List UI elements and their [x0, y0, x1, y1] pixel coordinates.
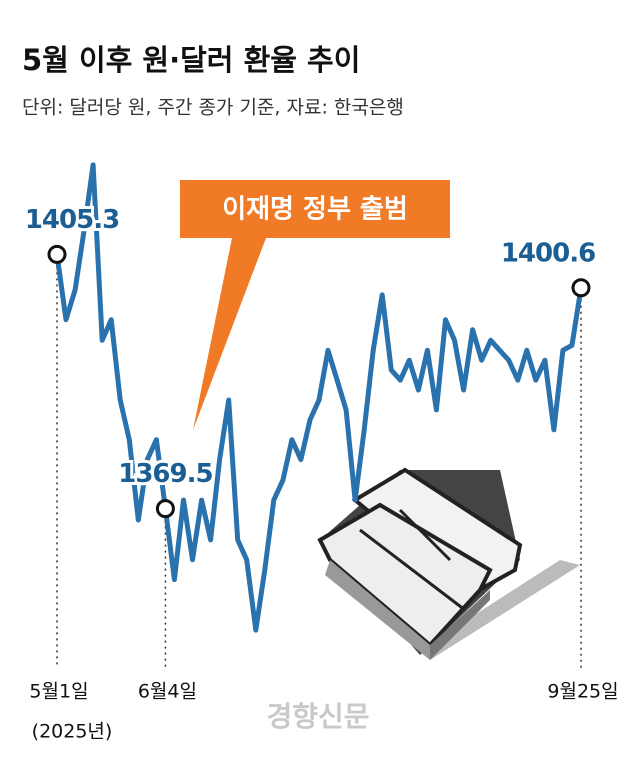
chart-subtitle: 단위: 달러당 원, 주간 종가 기준, 자료: 한국은행: [22, 97, 404, 119]
annotation-pointer: [193, 238, 266, 430]
marker: [571, 278, 591, 298]
marker: [155, 499, 175, 519]
x-tick-label: 5월1일: [29, 681, 88, 703]
x-note: (2025년): [32, 721, 113, 743]
marker: [47, 244, 67, 264]
data-label: 1369.5: [118, 459, 212, 489]
annotation: 이재명 정부 출범: [222, 195, 408, 225]
money-illustration: [317, 467, 580, 660]
chart-title: 5월 이후 원·달러 환율 추이: [22, 43, 360, 77]
watermark: 경향신문: [266, 700, 369, 733]
annotation-box: [180, 180, 450, 238]
x-tick-label: 6월4일: [138, 681, 197, 703]
x-tick-label: 9월25일: [547, 681, 618, 703]
data-label: 1400.6: [501, 238, 595, 268]
data-label: 1405.3: [25, 205, 119, 235]
line: [54, 162, 584, 633]
